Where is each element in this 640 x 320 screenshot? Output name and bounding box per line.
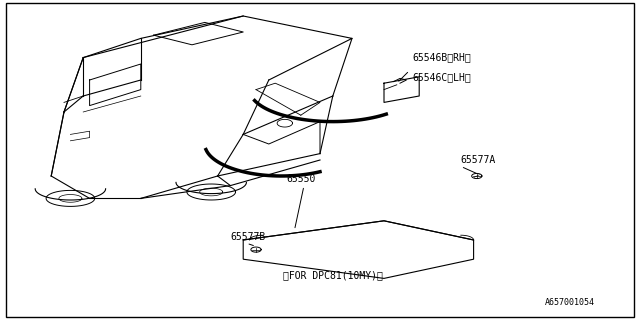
Text: 65550: 65550 <box>286 174 316 184</box>
Text: 65546C〈LH〉: 65546C〈LH〉 <box>413 72 472 82</box>
Text: A657001054: A657001054 <box>545 298 595 307</box>
Text: 〈FOR DPC81(10MY)〉: 〈FOR DPC81(10MY)〉 <box>283 270 383 280</box>
Text: 65577A: 65577A <box>461 155 496 165</box>
Text: 65577B: 65577B <box>230 232 266 242</box>
Text: 65546B〈RH〉: 65546B〈RH〉 <box>413 52 472 63</box>
